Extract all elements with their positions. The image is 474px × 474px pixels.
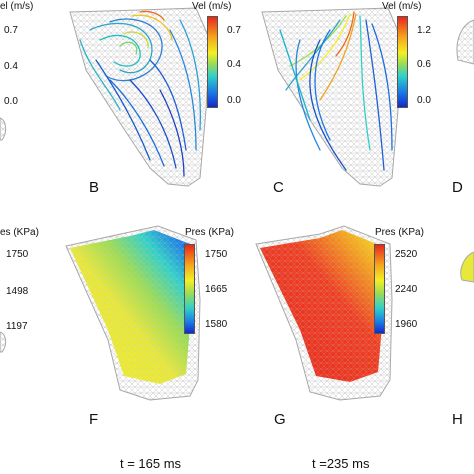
panel-label-f: F xyxy=(89,411,99,428)
f-cbar-tick-top: 1750 xyxy=(205,249,228,260)
e-cbar-tick-top: 1750 xyxy=(6,249,29,260)
g-cbar-tick-mid: 2240 xyxy=(395,284,418,295)
b-cbar-tick-bottom: 0.0 xyxy=(227,95,241,106)
panel-label-d: D xyxy=(452,179,463,196)
c-cbar-tick-mid: 0.6 xyxy=(417,59,431,70)
f-cbar-tick-mid: 1665 xyxy=(205,284,228,295)
b-colorbar xyxy=(207,16,218,108)
c-cbar-tick-bottom: 0.0 xyxy=(417,95,431,106)
a-cbar-title: el (m/s) xyxy=(0,1,34,12)
g-colorbar xyxy=(374,244,385,334)
f-colorbar xyxy=(184,244,195,334)
heart-e-partial xyxy=(0,331,7,353)
g-cbar-tick-top: 2520 xyxy=(395,249,418,260)
heart-f xyxy=(65,225,201,401)
heart-d-partial xyxy=(456,19,474,65)
a-cbar-tick-mid: 0.4 xyxy=(4,61,18,72)
c-cbar-title: Vel (m/s) xyxy=(382,1,422,12)
heart-a-partial xyxy=(0,117,7,141)
f-cbar-title: Pres (KPa) xyxy=(185,227,234,238)
b-cbar-tick-top: 0.7 xyxy=(227,25,241,36)
panel-label-c: C xyxy=(273,179,284,196)
panel-label-h: H xyxy=(452,411,463,428)
heart-g xyxy=(255,225,393,401)
a-cbar-tick-top: 0.7 xyxy=(4,25,18,36)
b-cbar-title: Vel (m/s) xyxy=(192,1,232,12)
time-label-2: t =235 ms xyxy=(312,456,370,471)
g-cbar-title: Pres (KPa) xyxy=(375,227,424,238)
panel-label-g: G xyxy=(274,411,286,428)
c-colorbar xyxy=(397,16,408,108)
e-cbar-tick-bottom: 1197 xyxy=(6,321,28,332)
e-cbar-tick-mid: 1498 xyxy=(6,286,29,297)
c-cbar-tick-top: 1.2 xyxy=(417,25,431,36)
heart-h-partial xyxy=(460,251,474,283)
heart-b xyxy=(69,7,211,187)
e-cbar-title: es (KPa) xyxy=(0,227,39,238)
heart-c xyxy=(261,7,403,187)
g-cbar-tick-bottom: 1960 xyxy=(395,319,418,330)
time-label-1: t = 165 ms xyxy=(120,456,182,471)
f-cbar-tick-bottom: 1580 xyxy=(205,319,228,330)
panel-label-b: B xyxy=(89,179,100,196)
a-cbar-tick-bottom: 0.0 xyxy=(4,96,18,107)
b-cbar-tick-mid: 0.4 xyxy=(227,59,241,70)
